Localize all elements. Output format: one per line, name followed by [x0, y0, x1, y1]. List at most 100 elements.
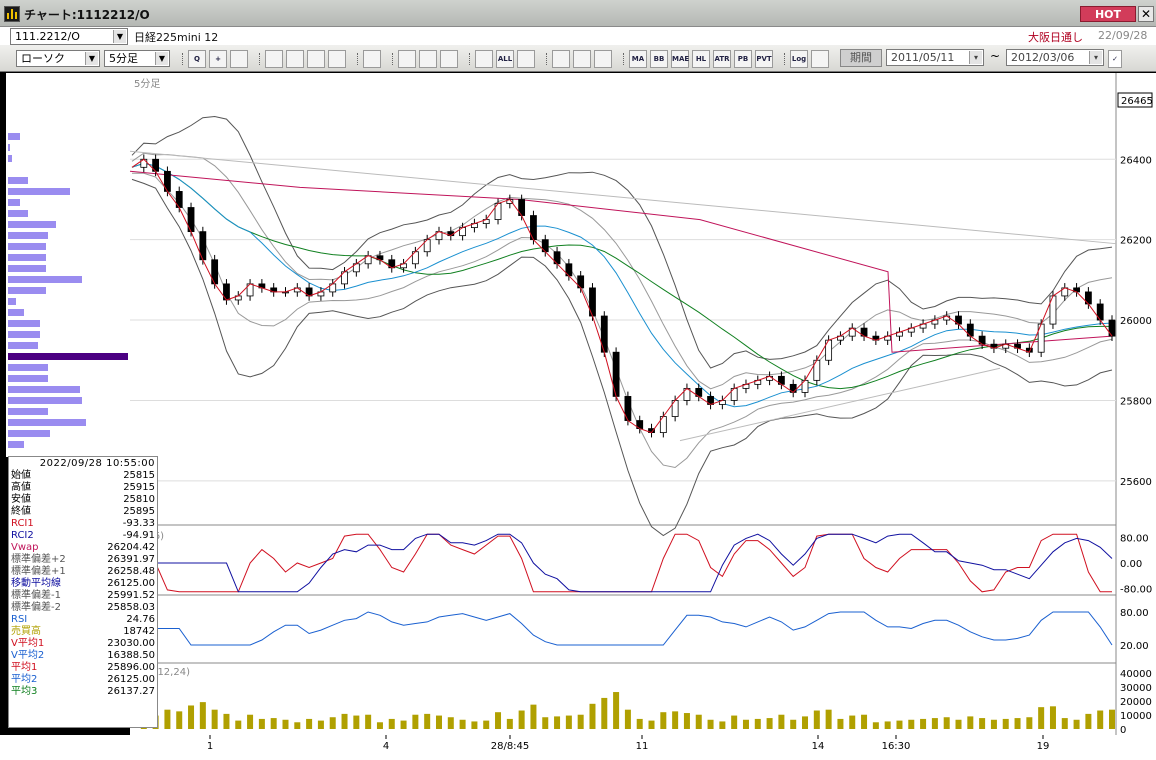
- info-label: 移動平均線: [11, 578, 61, 589]
- hot-button[interactable]: HOT: [1080, 6, 1136, 22]
- info-row: 平均3 26137.27: [11, 686, 155, 698]
- info-value: 26125.00: [107, 578, 155, 589]
- bb-icon[interactable]: BB: [650, 50, 668, 68]
- volume-bar: [849, 715, 856, 729]
- volume-profile-bar: [8, 320, 40, 327]
- all-icon[interactable]: ALL: [496, 50, 514, 68]
- info-row: 始値 25815: [11, 470, 155, 482]
- volume-bar: [1049, 706, 1056, 729]
- market-label: 大阪日通し: [1028, 31, 1083, 44]
- back-icon[interactable]: [419, 50, 437, 68]
- chart-canvas[interactable]: 2640026200260002580025600264655分足(9,26)8…: [0, 73, 1156, 760]
- volume-bar: [424, 713, 431, 729]
- info-value: 26137.27: [107, 686, 155, 697]
- volume-bar: [554, 716, 561, 729]
- volume-bar: [778, 714, 785, 729]
- candle-right-icon[interactable]: [475, 50, 493, 68]
- current-price-label: 26465: [1121, 96, 1153, 107]
- volume-profile-bar: [8, 419, 86, 426]
- grid-icon[interactable]: [594, 50, 612, 68]
- chart-area[interactable]: 2640026200260002580025600264655分足(9,26)8…: [0, 73, 1156, 760]
- chevron-down-icon[interactable]: ▼: [85, 52, 98, 65]
- ma-icon[interactable]: MA: [629, 50, 647, 68]
- volume-profile-bar: [8, 408, 48, 415]
- disabled-icon[interactable]: [328, 50, 346, 68]
- pb-icon[interactable]: PB: [734, 50, 752, 68]
- volume-profile-bar: [8, 254, 46, 261]
- date-from-value: 2011/05/11: [891, 51, 955, 64]
- period-button[interactable]: 期間: [840, 49, 882, 67]
- volume-profile-bar: [8, 298, 16, 305]
- volume-tick-label: 40000: [1120, 669, 1152, 680]
- info-value: 25915: [123, 482, 155, 493]
- zoom-icon[interactable]: Q: [188, 50, 206, 68]
- price-tick-label: 26400: [1120, 155, 1152, 166]
- checkbox[interactable]: ✓: [1108, 50, 1122, 68]
- date-from-field[interactable]: 2011/05/11 ▾: [886, 49, 984, 66]
- close-icon[interactable]: ✕: [1138, 6, 1154, 22]
- volume-bar: [825, 709, 832, 729]
- time-tick-label: 11: [636, 741, 649, 752]
- pvt-icon[interactable]: PVT: [755, 50, 773, 68]
- timeframe-label: 5分足: [134, 78, 160, 90]
- trade-icon[interactable]: [307, 50, 325, 68]
- search-chart-icon[interactable]: [265, 50, 283, 68]
- volume-bar: [931, 718, 938, 729]
- settings-icon[interactable]: [517, 50, 535, 68]
- price-panel: [130, 73, 1116, 735]
- volume-profile-bar: [8, 133, 20, 140]
- hl-icon[interactable]: HL: [692, 50, 710, 68]
- volume-bar: [636, 718, 643, 729]
- rsi-tick-label: 80.00: [1120, 608, 1149, 619]
- log-icon[interactable]: Log: [790, 50, 808, 68]
- volume-bar: [990, 719, 997, 729]
- info-value: 23030.00: [107, 638, 155, 649]
- palette-icon[interactable]: [573, 50, 591, 68]
- volume-profile-bar: [8, 155, 12, 162]
- tools-icon[interactable]: [552, 50, 570, 68]
- volume-bar: [435, 715, 442, 729]
- info-value: 24.76: [126, 614, 155, 625]
- calendar-icon[interactable]: ▾: [1089, 51, 1102, 64]
- trend-line: [679, 367, 1001, 442]
- price-tick-label: 25600: [1120, 477, 1152, 488]
- volume-profile-bar: [8, 397, 82, 404]
- volume-profile-bar: [8, 144, 10, 151]
- app-chart-icon: [4, 6, 20, 22]
- timeframe-select[interactable]: 5分足 ▼: [104, 50, 170, 67]
- volume-bar: [530, 704, 537, 729]
- alarm-icon[interactable]: [230, 50, 248, 68]
- volume-bar: [294, 722, 301, 729]
- title-bar[interactable]: チャート:1112212/O HOT ✕: [0, 0, 1156, 27]
- bollinger-upper-1: [131, 152, 1113, 390]
- chart-type-select[interactable]: ローソク ▼: [16, 50, 100, 67]
- volume-bar: [695, 714, 702, 729]
- rsi-line: [132, 611, 1113, 646]
- symbol-select[interactable]: 111.2212/O ▼: [10, 28, 128, 45]
- volume-tick-label: 30000: [1120, 683, 1152, 694]
- info-row: RCI2 -94.91: [11, 530, 155, 542]
- volume-bar: [589, 703, 596, 729]
- mae-icon[interactable]: MAE: [671, 50, 689, 68]
- calendar-icon[interactable]: ▾: [969, 51, 982, 64]
- volume-bar: [1109, 709, 1115, 729]
- candle-left-icon[interactable]: [440, 50, 458, 68]
- volume-profile-bar: [8, 210, 28, 217]
- volume-bar: [495, 712, 502, 729]
- volume-profile-bar: [8, 265, 46, 272]
- bollinger-lower-band: [131, 178, 1113, 537]
- export-icon[interactable]: [811, 50, 829, 68]
- date-to-field[interactable]: 2012/03/06 ▾: [1006, 49, 1104, 66]
- volume-bar: [211, 709, 218, 729]
- window-title: チャート:1112212/O: [24, 8, 150, 22]
- atr-icon[interactable]: ATR: [713, 50, 731, 68]
- chevron-down-icon[interactable]: ▼: [155, 52, 168, 65]
- crosshair-icon[interactable]: +: [209, 50, 227, 68]
- cursor-icon[interactable]: [398, 50, 416, 68]
- info-row: V平均1 23030.00: [11, 638, 155, 650]
- candle-body: [1108, 319, 1116, 337]
- chevron-down-icon[interactable]: ▼: [113, 30, 126, 43]
- pencil-icon[interactable]: [363, 50, 381, 68]
- volume-bar: [813, 710, 820, 729]
- chart-view-icon[interactable]: [286, 50, 304, 68]
